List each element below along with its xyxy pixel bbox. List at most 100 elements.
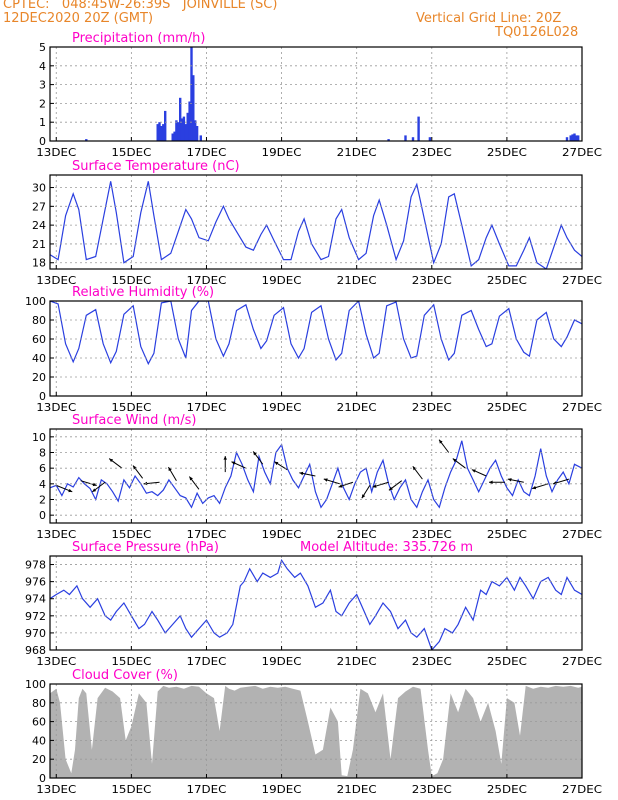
- x-tick-label: 27DEC: [562, 783, 602, 796]
- x-tick-label: 15DEC: [111, 401, 151, 414]
- precip-title: Precipitation (mm/h): [72, 31, 205, 46]
- precip-bar: [182, 116, 186, 141]
- temp-panel: 18 21 24 27 30 13DEC 15DEC 17DEC 19DEC 21DEC 23DEC…: [32, 159, 602, 287]
- header-run-time: 12DEC2020 20Z (GMT): [3, 11, 154, 26]
- precip-bar: [85, 139, 88, 141]
- x-tick-label: 13DEC: [36, 274, 76, 287]
- precip-bar: [180, 118, 184, 141]
- wind-data: [50, 439, 582, 509]
- cloud-panel: 0 20 40 60 80 100 13DEC 15DEC 17DEC 19DEC 21DEC 23D…: [25, 668, 602, 796]
- wind-arrow: [438, 439, 450, 453]
- wind-panel: 0 2 4 6 8 10 13DEC 15DEC 17DEC 19DEC 21DEC 23DEC 25D…: [32, 413, 602, 541]
- wind-arrow: [91, 481, 106, 493]
- x-tick-label: 15DEC: [111, 528, 151, 541]
- x-tick-label: 27DEC: [562, 401, 602, 414]
- precip-bar: [175, 120, 178, 141]
- y-tick-label: 3: [39, 79, 46, 92]
- pressure-frame: [49, 555, 583, 651]
- y-tick-label: 968: [25, 644, 46, 657]
- wind-arrow: [132, 465, 144, 479]
- y-tick-label: 4: [39, 60, 46, 73]
- precip-bar: [575, 135, 578, 141]
- precip-bar: [428, 137, 432, 141]
- y-tick-label: 60: [32, 716, 46, 729]
- precip-bar: [171, 133, 174, 141]
- y-tick-label: 5: [39, 41, 46, 54]
- precip-bar: [192, 75, 195, 141]
- wind-arrow: [56, 484, 73, 493]
- x-tick-label: 15DEC: [111, 783, 151, 796]
- x-tick-label: 21DEC: [337, 401, 377, 414]
- precip-bar: [571, 134, 574, 141]
- x-tick-label: 25DEC: [487, 783, 527, 796]
- x-tick-label: 25DEC: [487, 655, 527, 668]
- x-tick-label: 27DEC: [562, 146, 602, 159]
- precip-panel: 0 1 2 3 4 5 13DEC 15DEC 17DEC 19DEC 21DEC 23DEC 25DE…: [36, 31, 602, 159]
- y-tick-label: 60: [32, 333, 46, 346]
- x-tick-label: 23DEC: [412, 146, 452, 159]
- precip-bar: [417, 116, 420, 141]
- wind-arrow: [412, 466, 423, 480]
- y-tick-label: 100: [25, 295, 46, 308]
- precip-bar: [577, 135, 580, 141]
- rh-series-line: [50, 301, 582, 366]
- precip-bar: [190, 47, 193, 141]
- header-station-info: CPTEC: 048:45W-26:39S JOINVILLE (SC): [3, 0, 278, 12]
- y-tick-label: 0: [39, 135, 46, 148]
- y-tick-label: 0: [39, 772, 46, 785]
- x-tick-label: 21DEC: [337, 655, 377, 668]
- x-tick-label: 21DEC: [337, 783, 377, 796]
- precip-frame: [49, 46, 583, 142]
- wind-arrow: [388, 480, 403, 491]
- y-tick-label: 30: [32, 182, 46, 195]
- x-tick-label: 19DEC: [262, 401, 302, 414]
- wind-arrow: [489, 480, 506, 485]
- x-tick-label: 23DEC: [412, 528, 452, 541]
- y-tick-label: 8: [39, 447, 46, 460]
- y-tick-label: 1: [39, 116, 46, 129]
- x-tick-label: 25DEC: [487, 401, 527, 414]
- x-tick-label: 27DEC: [562, 655, 602, 668]
- x-tick-label: 25DEC: [487, 528, 527, 541]
- wind-arrow: [299, 471, 316, 477]
- y-tick-label: 2: [39, 494, 46, 507]
- precip-bar: [195, 126, 199, 141]
- y-tick-label: 40: [32, 734, 46, 747]
- wind-frame: [49, 428, 583, 524]
- x-tick-label: 13DEC: [36, 146, 76, 159]
- header-grid-line-info: Vertical Grid Line: 20Z: [416, 11, 562, 26]
- y-tick-label: 2: [39, 97, 46, 110]
- y-tick-label: 80: [32, 697, 46, 710]
- precip-bar: [173, 131, 176, 141]
- wind-arrow: [167, 466, 177, 481]
- x-tick-label: 17DEC: [186, 783, 226, 796]
- x-tick-label: 15DEC: [111, 146, 151, 159]
- precip-bar: [387, 139, 390, 141]
- x-tick-label: 25DEC: [487, 146, 527, 159]
- x-tick-label: 17DEC: [186, 655, 226, 668]
- wind-arrow: [80, 480, 97, 487]
- cloud-data: [50, 685, 582, 778]
- wind-arrow: [231, 461, 247, 469]
- x-tick-label: 15DEC: [111, 274, 151, 287]
- y-tick-label: 10: [32, 431, 46, 444]
- precip-bar: [573, 133, 576, 141]
- temp-series-line: [50, 181, 582, 269]
- wind-series-line: [50, 440, 582, 509]
- y-tick-label: 27: [32, 200, 46, 213]
- pressure-panel: 968 970 972 974 976 978 13DEC 15DEC 17DEC 19DEC 21…: [25, 540, 602, 668]
- y-tick-label: 20: [32, 371, 46, 384]
- pressure-title: Surface Pressure (hPa): [72, 540, 219, 555]
- wind-arrow: [108, 458, 123, 469]
- x-tick-label: 23DEC: [412, 401, 452, 414]
- y-tick-label: 24: [32, 219, 46, 232]
- precip-bar: [158, 122, 161, 141]
- x-tick-label: 21DEC: [337, 528, 377, 541]
- rh-data: [50, 301, 582, 366]
- temp-data: [50, 181, 582, 269]
- x-tick-label: 21DEC: [337, 274, 377, 287]
- precip-bar: [156, 124, 159, 141]
- y-tick-label: 20: [32, 753, 46, 766]
- pressure-annotation: Model Altitude: 335.726 m: [300, 540, 473, 555]
